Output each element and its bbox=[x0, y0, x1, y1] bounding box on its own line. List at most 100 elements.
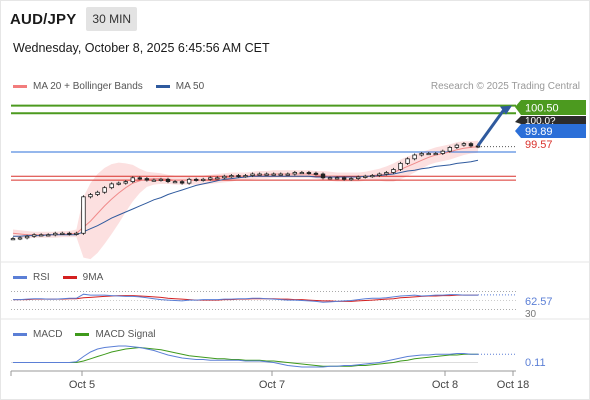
macd-legend: MACD MACD Signal bbox=[13, 329, 168, 340]
candle-body bbox=[341, 177, 347, 180]
candle-body bbox=[229, 175, 234, 178]
candle-body bbox=[306, 172, 312, 175]
candle-body bbox=[24, 235, 30, 239]
candle-body bbox=[215, 177, 220, 180]
candle-body bbox=[60, 232, 65, 235]
candle-body bbox=[165, 178, 171, 183]
legend-item-macd-signal: MACD Signal bbox=[75, 329, 155, 340]
ma20-swatch-icon bbox=[13, 85, 27, 88]
candle-body bbox=[264, 173, 269, 176]
candle-body bbox=[398, 162, 403, 170]
rsi-level-label: 30 bbox=[525, 309, 537, 320]
candle-body bbox=[433, 153, 438, 156]
candle-body bbox=[250, 173, 255, 176]
candle-body bbox=[123, 181, 128, 184]
candle-body bbox=[454, 144, 460, 148]
rsi-legend: RSI 9MA bbox=[13, 272, 116, 283]
rsi-line bbox=[13, 293, 478, 303]
candle-body bbox=[356, 176, 361, 179]
ma50-swatch-icon bbox=[155, 85, 170, 88]
candle-body bbox=[116, 182, 121, 185]
price-tag-resistance: 100.50 bbox=[515, 100, 586, 115]
legend-item-ma20: MA 20 + Bollinger Bands bbox=[13, 81, 143, 92]
candle-body bbox=[186, 178, 192, 184]
rsi-plot bbox=[11, 291, 516, 310]
bollinger-band-area bbox=[13, 140, 478, 260]
candle-body bbox=[236, 175, 241, 178]
candle-body bbox=[201, 178, 206, 181]
x-tick-label: Oct 7 bbox=[259, 379, 285, 391]
legend-item-9ma: 9MA bbox=[62, 272, 104, 283]
candle-body bbox=[74, 232, 79, 235]
candle-body bbox=[158, 178, 164, 181]
candle-body bbox=[412, 154, 417, 160]
legend-label-ma20: MA 20 + Bollinger Bands bbox=[33, 81, 143, 92]
x-tick-label: Oct 8 bbox=[432, 379, 458, 391]
price-legend: MA 20 + Bollinger Bands MA 50 bbox=[13, 81, 217, 92]
forecast-arrow-icon bbox=[500, 105, 512, 115]
chart-header: AUD/JPY 30 MIN bbox=[10, 7, 138, 31]
price-tag-resistance-label: 100.50 bbox=[525, 103, 559, 115]
candle-body bbox=[334, 177, 340, 180]
candle-body bbox=[447, 146, 453, 152]
research-credit: Research © 2025 Trading Central bbox=[430, 81, 580, 92]
x-tick-label: Oct 5 bbox=[69, 379, 95, 391]
candle-body bbox=[278, 173, 283, 176]
legend-item-macd: MACD bbox=[13, 329, 62, 340]
candle-body bbox=[137, 177, 143, 180]
candle-body bbox=[271, 173, 276, 176]
legend-item-ma50: MA 50 bbox=[155, 81, 205, 92]
macd-signal-line bbox=[13, 346, 478, 367]
candle-body bbox=[46, 234, 51, 237]
legend-label-ma50: MA 50 bbox=[175, 81, 205, 92]
legend-label-rsi: RSI bbox=[33, 272, 50, 283]
candle-body bbox=[320, 173, 326, 179]
forecast-arrow-line bbox=[476, 108, 506, 147]
candle-body bbox=[391, 169, 396, 173]
candle-body bbox=[440, 150, 445, 154]
macd-signal-swatch-icon bbox=[75, 333, 90, 336]
candle-body bbox=[285, 173, 290, 176]
candle-body bbox=[419, 153, 424, 156]
legend-item-rsi: RSI bbox=[13, 272, 50, 283]
candle-body bbox=[179, 181, 185, 184]
candle-body bbox=[38, 234, 44, 237]
candle-body bbox=[384, 172, 389, 175]
price-tag-pivot-label: 99.89 bbox=[525, 126, 553, 138]
macd-line bbox=[13, 345, 478, 368]
candle-body bbox=[95, 191, 100, 195]
candle-body bbox=[377, 173, 382, 176]
price-tag-last: 100.0? bbox=[515, 116, 586, 127]
candle-body bbox=[109, 183, 114, 189]
candle-body bbox=[31, 234, 37, 237]
candle-body bbox=[299, 172, 305, 175]
candle-body bbox=[461, 143, 467, 146]
timeframe-button[interactable]: 30 MIN bbox=[86, 7, 138, 31]
candle-body bbox=[172, 181, 178, 184]
candle-body bbox=[151, 179, 157, 182]
candle-body bbox=[426, 153, 431, 156]
candle-body bbox=[348, 178, 354, 181]
candle-body bbox=[313, 172, 319, 175]
candle-body bbox=[257, 173, 262, 176]
rsi-value-label: 62.57 bbox=[525, 296, 553, 308]
legend-label-macd: MACD bbox=[33, 329, 63, 340]
price-tag-support-label: 99.57 bbox=[525, 139, 553, 151]
ma9-swatch-icon bbox=[62, 276, 77, 279]
candle-body bbox=[67, 232, 72, 235]
legend-label-9ma: 9MA bbox=[82, 272, 104, 283]
legend-label-macd-signal: MACD Signal bbox=[95, 329, 156, 340]
price-tag-last-label: 100.0? bbox=[525, 116, 556, 127]
candle-body bbox=[363, 175, 368, 178]
candle-body bbox=[130, 177, 135, 183]
candle-body bbox=[10, 238, 16, 241]
candle-body bbox=[243, 175, 248, 178]
macd-plot bbox=[11, 345, 516, 368]
candle-body bbox=[81, 196, 86, 234]
macd-swatch-icon bbox=[13, 333, 27, 336]
symbol-title: AUD/JPY bbox=[10, 10, 77, 28]
price-plot bbox=[10, 104, 516, 260]
candle-body bbox=[468, 143, 474, 147]
candle-body bbox=[144, 178, 150, 181]
